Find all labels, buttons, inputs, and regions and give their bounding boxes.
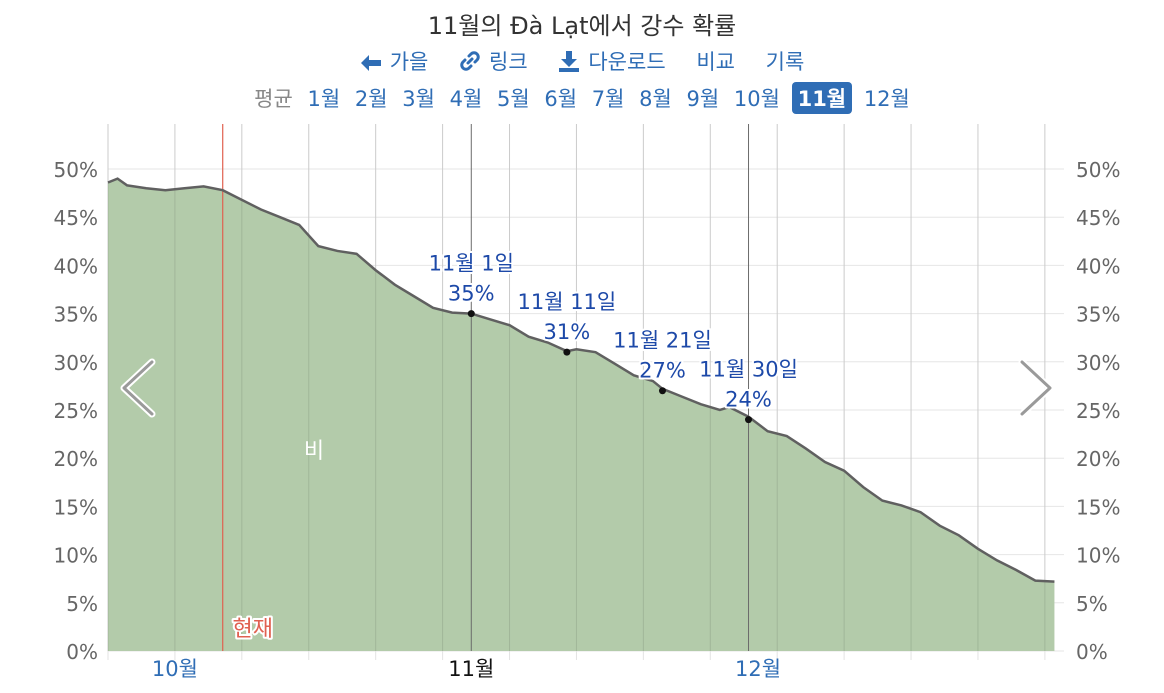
y-tick-label-right: 15% bbox=[1076, 495, 1120, 519]
y-tick-label-right: 50% bbox=[1076, 158, 1120, 182]
chevron-left-icon[interactable] bbox=[122, 360, 154, 416]
month-link-9[interactable]: 9월 bbox=[686, 87, 720, 111]
annotation-date-halo: 11월 21일 bbox=[613, 329, 712, 353]
annotation-value-label: 27% bbox=[639, 359, 686, 383]
y-tick-label-left: 25% bbox=[54, 399, 98, 423]
y-tick-label-left: 20% bbox=[54, 447, 98, 471]
annotation-value-label: 35% bbox=[448, 282, 495, 306]
chevron-right-icon[interactable] bbox=[1020, 360, 1052, 416]
y-tick-label-left: 0% bbox=[66, 640, 98, 664]
month-link-3[interactable]: 3월 bbox=[402, 87, 435, 111]
annotation-date-label: 11월 30일 bbox=[699, 358, 798, 382]
annotation-value-halo: 27% bbox=[639, 359, 686, 383]
chevron-right-icon-outline bbox=[1018, 358, 1054, 418]
average-label: 평균 bbox=[254, 87, 293, 111]
annotation-value-label: 24% bbox=[725, 388, 772, 412]
arrow-left-icon bbox=[360, 55, 381, 71]
annotation-value-label: 31% bbox=[544, 320, 591, 344]
y-tick-label-left: 40% bbox=[54, 254, 98, 278]
rain-area bbox=[108, 178, 1055, 651]
link-label: 링크 bbox=[489, 50, 528, 74]
month-link-10[interactable]: 10월 bbox=[733, 87, 780, 111]
annotation-date-label: 11월 11일 bbox=[517, 290, 616, 314]
rain-line bbox=[107, 177, 1055, 583]
download-button[interactable]: 다운로드 bbox=[558, 46, 666, 76]
y-tick-label-left: 15% bbox=[54, 495, 98, 519]
toolbar: 가을 링크 다운로드 비교 기록 bbox=[0, 46, 1164, 76]
annotation-date-halo: 11월 1일 bbox=[429, 252, 514, 276]
annotation-dot bbox=[467, 310, 475, 318]
annotation-value-halo: 35% bbox=[448, 282, 495, 306]
page-title: 11월의 Đà Lạt에서 강수 확률 bbox=[427, 12, 737, 40]
annotation-dot bbox=[745, 416, 753, 424]
y-tick-label-right: 45% bbox=[1076, 206, 1120, 230]
month-nav: 평균 1월 2월 3월 4월 5월 6월 7월 8월 9월 10월 11월 12… bbox=[0, 82, 1164, 114]
y-tick-label-right: 35% bbox=[1076, 303, 1120, 327]
link-button[interactable]: 링크 bbox=[459, 46, 528, 76]
month-link-1[interactable]: 1월 bbox=[307, 87, 341, 111]
x-tick-label: 12월 bbox=[735, 657, 781, 681]
link-icon bbox=[460, 51, 480, 71]
y-tick-label-left: 10% bbox=[54, 544, 98, 568]
month-link-12[interactable]: 12월 bbox=[863, 87, 910, 111]
month-link-5[interactable]: 5월 bbox=[496, 87, 530, 111]
back-label: 가을 bbox=[389, 50, 429, 74]
month-link-6[interactable]: 6월 bbox=[544, 87, 578, 111]
annotation-date-halo: 11월 30일 bbox=[699, 358, 798, 382]
compare-button[interactable]: 비교 bbox=[696, 46, 735, 76]
y-tick-label-left: 45% bbox=[54, 206, 98, 230]
month-link-2[interactable]: 2월 bbox=[354, 87, 388, 111]
annotation-date-halo: 11월 11일 bbox=[517, 290, 616, 314]
now-label-halo: 현재 bbox=[232, 617, 272, 642]
x-tick-label: 10월 bbox=[152, 657, 198, 681]
compare-label: 비교 bbox=[696, 50, 735, 74]
series-label-rain: 비 bbox=[304, 439, 324, 464]
month-link-4[interactable]: 4월 bbox=[449, 87, 483, 111]
annotation-date-label: 11월 21일 bbox=[613, 329, 712, 353]
annotation-value-halo: 24% bbox=[725, 388, 772, 412]
y-tick-label-right: 5% bbox=[1076, 592, 1108, 616]
annotation-value-halo: 31% bbox=[544, 320, 591, 344]
annotation-dot bbox=[563, 348, 571, 356]
y-tick-label-right: 30% bbox=[1076, 351, 1120, 375]
month-link-11[interactable]: 11월 bbox=[791, 82, 853, 114]
y-tick-label-left: 5% bbox=[66, 592, 98, 616]
history-button[interactable]: 기록 bbox=[766, 46, 805, 76]
now-label: 현재 bbox=[232, 617, 272, 642]
y-tick-label-left: 30% bbox=[54, 351, 98, 375]
annotation-dot bbox=[658, 387, 666, 395]
x-tick-label: 11월 bbox=[448, 657, 494, 681]
download-icon bbox=[559, 51, 580, 72]
back-button[interactable]: 가을 bbox=[360, 46, 429, 76]
y-tick-label-right: 40% bbox=[1076, 254, 1120, 278]
history-label: 기록 bbox=[765, 50, 805, 74]
y-tick-label-left: 35% bbox=[54, 303, 98, 327]
y-tick-label-right: 20% bbox=[1076, 447, 1120, 471]
month-link-8[interactable]: 8월 bbox=[639, 87, 672, 111]
y-tick-label-left: 50% bbox=[54, 158, 98, 182]
annotation-date-label: 11월 1일 bbox=[429, 252, 514, 276]
download-label: 다운로드 bbox=[588, 50, 666, 74]
y-tick-label-right: 0% bbox=[1076, 640, 1108, 664]
month-link-7[interactable]: 7월 bbox=[591, 87, 625, 111]
y-tick-label-right: 10% bbox=[1076, 544, 1120, 568]
y-tick-label-right: 25% bbox=[1076, 399, 1120, 423]
